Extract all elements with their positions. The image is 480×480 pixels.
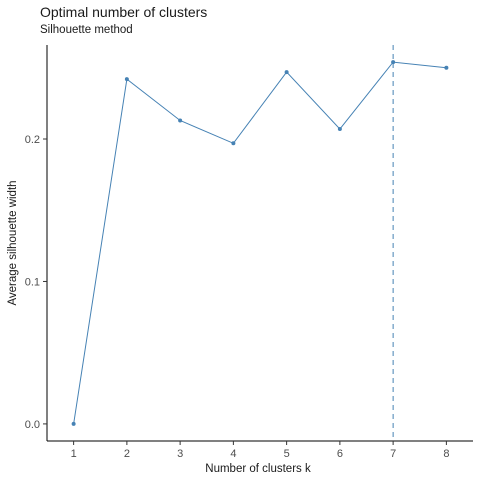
y-tick-label: 0.1: [25, 276, 40, 288]
data-point: [178, 118, 183, 123]
x-tick-label: 2: [124, 448, 130, 460]
series-line: [73, 61, 447, 424]
chart-title: Optimal number of clusters: [40, 4, 208, 20]
y-tick-label: 0.0: [25, 419, 40, 431]
data-point: [231, 141, 236, 146]
data-point: [71, 421, 76, 426]
y-tick-label: 0.2: [25, 134, 40, 146]
x-axis-title: Number of clusters k: [205, 463, 311, 475]
axes: 0.0 0.1 0.2 1 2 3 4 5 6 7 8: [25, 45, 473, 460]
x-tick-label: 6: [337, 448, 343, 460]
x-tick-label: 8: [443, 448, 449, 460]
data-point: [284, 70, 289, 75]
x-tick-label: 3: [177, 448, 183, 460]
x-tick-label: 5: [284, 448, 290, 460]
data-point: [391, 60, 396, 65]
y-axis-title: Average silhouette width: [7, 180, 19, 305]
data-point: [124, 77, 129, 82]
x-tick-label: 1: [71, 448, 77, 460]
chart-marks: [71, 45, 449, 441]
data-point: [337, 127, 342, 132]
x-tick-label: 7: [390, 448, 396, 460]
x-tick-label: 4: [230, 448, 236, 460]
data-point: [444, 65, 449, 70]
chart-subtitle: Silhouette method: [40, 24, 133, 36]
